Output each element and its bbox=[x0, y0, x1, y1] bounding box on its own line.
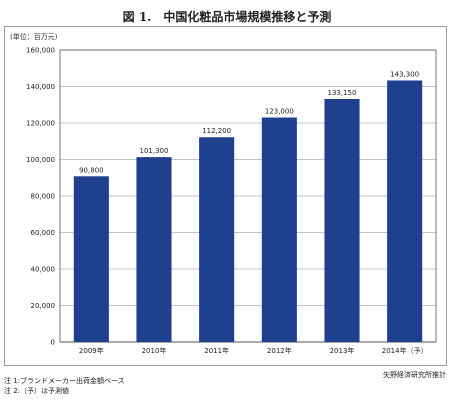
data-label: 143,300 bbox=[390, 70, 419, 78]
note-2: 注 2:（予）は予測値 bbox=[4, 387, 70, 395]
data-label: 112,200 bbox=[202, 127, 231, 135]
x-tick-label: 2010年 bbox=[142, 346, 167, 355]
x-tick-label: 2012年 bbox=[267, 346, 292, 355]
y-tick-label: 100,000 bbox=[26, 156, 55, 164]
bar bbox=[261, 117, 297, 343]
chart-title: 図 1. 中国化粧品市場規模推移と予測 bbox=[122, 10, 332, 24]
y-tick-label: 60,000 bbox=[31, 229, 56, 237]
y-tick-label: 40,000 bbox=[31, 266, 56, 274]
bar bbox=[73, 176, 109, 342]
x-tick-label: 2009年 bbox=[79, 346, 104, 355]
y-tick-label: 80,000 bbox=[31, 193, 56, 201]
y-tick-label: 140,000 bbox=[26, 83, 55, 91]
data-label: 101,300 bbox=[140, 147, 169, 155]
x-tick-label: 2013年 bbox=[330, 346, 355, 355]
bar bbox=[387, 80, 423, 342]
x-tick-label: 2011年 bbox=[204, 346, 229, 355]
unit-label: (単位：百万元) bbox=[10, 33, 58, 41]
y-tick-label: 160,000 bbox=[26, 47, 55, 55]
y-tick-label: 0 bbox=[51, 339, 55, 347]
note-1: 注 1:ブランドメーカー出荷金額ベース bbox=[4, 377, 125, 385]
y-tick-label: 120,000 bbox=[26, 120, 55, 128]
data-label: 90,800 bbox=[79, 166, 104, 174]
source-label: 矢野経済研究所推計 bbox=[383, 371, 446, 379]
plot-area bbox=[59, 49, 437, 343]
chart-frame bbox=[4, 26, 447, 366]
bar bbox=[324, 99, 360, 342]
notes: 注 1:ブランドメーカー出荷金額ベース 注 2:（予）は予測値 bbox=[4, 376, 125, 396]
x-tick-label: 2014年（予） bbox=[382, 346, 428, 355]
bar bbox=[136, 157, 172, 342]
data-label: 123,000 bbox=[265, 108, 294, 116]
bar bbox=[199, 137, 235, 342]
data-label: 133,150 bbox=[328, 89, 357, 97]
y-tick-label: 20,000 bbox=[31, 302, 56, 310]
